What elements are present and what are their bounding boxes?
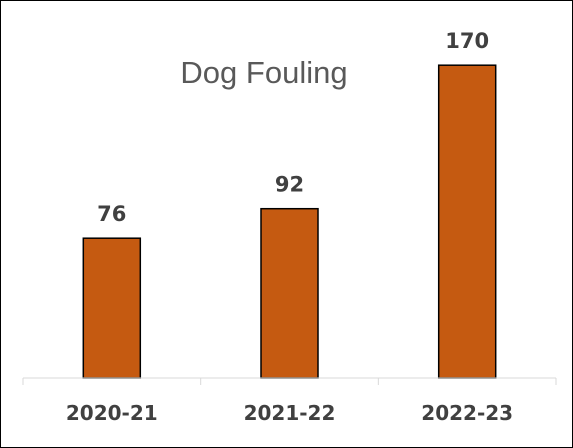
chart-title: Dog Fouling bbox=[180, 55, 347, 90]
bar-2021-22 bbox=[260, 207, 319, 379]
x-axis-ticks bbox=[22, 378, 557, 385]
data-label-2022-23: 170 bbox=[445, 29, 489, 53]
bars-layer: 76 92 170 bbox=[82, 29, 497, 379]
x-tick-label-2021-22: 2021-22 bbox=[244, 401, 336, 425]
bar-2022-23 bbox=[437, 64, 497, 379]
bar-2020-21 bbox=[82, 237, 142, 379]
x-axis-tick-labels: 2020-21 2021-22 2022-23 bbox=[66, 401, 513, 425]
x-tick-label-2022-23: 2022-23 bbox=[421, 401, 513, 425]
x-tick-label-2020-21: 2020-21 bbox=[66, 401, 158, 425]
data-label-2020-21: 76 bbox=[97, 202, 126, 226]
data-label-2021-22: 92 bbox=[275, 173, 304, 197]
